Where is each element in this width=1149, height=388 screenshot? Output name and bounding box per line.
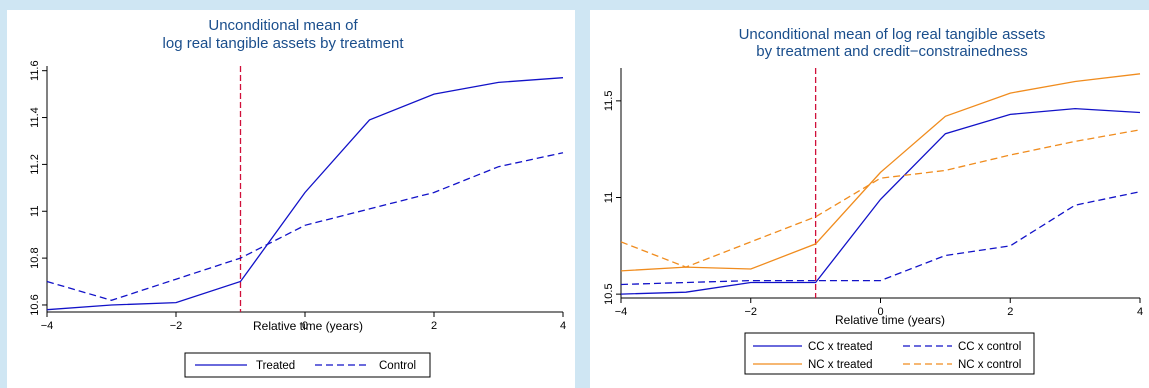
y-tick-label: 11 [603, 192, 615, 203]
x-tick-label: −4 [41, 320, 54, 332]
series-line-nc-x-treated [620, 73, 1141, 272]
legend-box [744, 332, 1035, 375]
x-tick-label: −2 [744, 306, 757, 318]
series-line-cc-x-control [620, 191, 1141, 286]
legend-label-cc-control: CC x control [958, 341, 1021, 353]
x-tick-label: 4 [560, 320, 566, 332]
y-tick-label: 11.5 [603, 91, 615, 112]
y-tick-label: 11.4 [29, 107, 41, 128]
y-tick-label: 10.5 [603, 283, 615, 304]
series-line-control [46, 152, 564, 301]
chart-title-line-1: Unconditional mean of [208, 17, 358, 34]
chart-panel-right: Unconditional mean of log real tangible … [590, 10, 1149, 388]
y-tick-label: 11.2 [29, 154, 41, 175]
legend-label-treated: Treated [256, 360, 295, 372]
chart-title-line-1: Unconditional mean of log real tangible … [739, 26, 1046, 43]
x-tick-label: −4 [615, 306, 628, 318]
y-tick-label: 10.6 [29, 294, 41, 315]
y-tick-label: 10.8 [29, 247, 41, 268]
x-axis-title: Relative time (years) [835, 313, 945, 327]
series-line-cc-x-treated [620, 107, 1141, 295]
y-tick-label: 11 [29, 206, 41, 217]
legend: CC x treated CC x control NC x treated N… [744, 332, 1035, 375]
legend-label-nc-control: NC x control [958, 359, 1021, 371]
x-tick-label: 0 [302, 320, 308, 332]
chart-panel-left: Unconditional mean of log real tangible … [7, 10, 575, 388]
series-line-treated [46, 77, 564, 311]
legend-label-cc-treated: CC x treated [808, 341, 873, 353]
series-line-nc-x-control [620, 129, 1141, 268]
x-tick-label: 0 [877, 306, 883, 318]
x-tick-label: −2 [170, 320, 183, 332]
chart-right-svg: Unconditional mean of log real tangible … [603, 26, 1143, 375]
y-tick-label: 11.6 [29, 60, 41, 81]
x-tick-label: 2 [431, 320, 437, 332]
chart-left-svg: Unconditional mean of log real tangible … [29, 17, 566, 378]
x-tick-label: 4 [1137, 306, 1143, 318]
plot-area: −4 −2 0 2 4 10.6 10.8 11 11.2 11.4 11.6 [29, 60, 566, 332]
legend: Treated Control [184, 352, 431, 378]
legend-label-control: Control [379, 360, 416, 372]
plot-area: −4 −2 0 2 4 10.5 11 11.5 [603, 68, 1143, 318]
x-axis-title: Relative time (years) [253, 319, 363, 333]
chart-title-line-2: by treatment and credit−constrainedness [756, 43, 1027, 60]
x-tick-label: 2 [1007, 306, 1013, 318]
legend-label-nc-treated: NC x treated [808, 359, 873, 371]
chart-title-line-2: log real tangible assets by treatment [163, 35, 405, 52]
